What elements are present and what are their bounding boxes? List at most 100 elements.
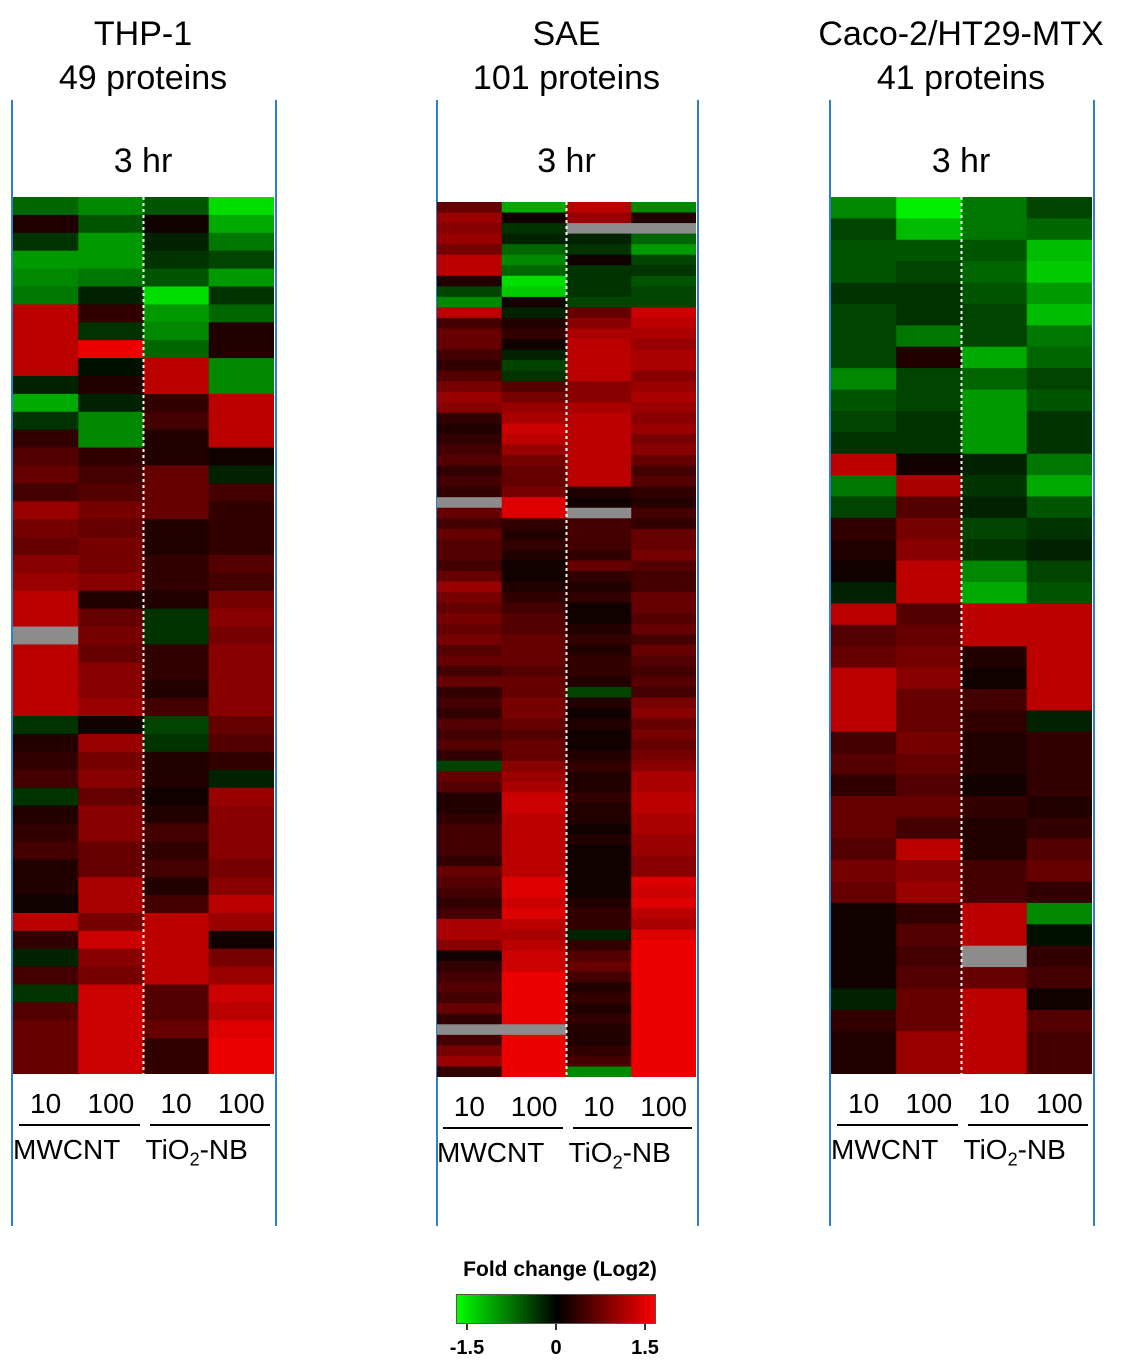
- heatmap-cell: [208, 823, 274, 842]
- heatmap-cell: [896, 838, 963, 861]
- heatmap-cell: [1026, 603, 1092, 626]
- heatmap-cell: [501, 1034, 568, 1046]
- heatmap-cell: [631, 1045, 696, 1057]
- heatmap-cell: [566, 665, 632, 677]
- heatmap-cell: [631, 254, 696, 266]
- dose-label: 10: [978, 1088, 1010, 1119]
- heatmap-cell: [501, 802, 568, 815]
- heatmap-cell: [501, 950, 568, 962]
- heatmap-cell: [631, 412, 696, 424]
- heatmap-cell: [437, 1055, 503, 1068]
- heatmap-cell: [13, 519, 79, 538]
- heatmap-cell: [961, 710, 1028, 733]
- heatmap-cell: [631, 718, 696, 730]
- heatmap-cell: [961, 539, 1028, 562]
- heatmap-cell: [831, 945, 897, 968]
- heatmap-cell: [501, 349, 568, 361]
- heatmap-cell: [208, 859, 274, 878]
- heatmap-cell: [143, 250, 210, 270]
- heatmap-cell: [501, 476, 568, 488]
- heatmap-cell: [501, 455, 568, 467]
- heatmap-cell: [143, 447, 210, 467]
- heatmap-cell: [896, 496, 963, 519]
- heatmap-cell: [631, 360, 696, 372]
- heatmap-cell: [566, 939, 632, 952]
- heatmap-cell: [631, 950, 696, 962]
- heatmap-cell: [961, 432, 1028, 455]
- dose-label: 100: [905, 1088, 953, 1119]
- heatmap-cell: [437, 507, 503, 519]
- heatmap-cell: [501, 992, 568, 1004]
- heatmap-cell: [631, 476, 696, 488]
- heatmap-cell: [831, 218, 897, 241]
- heatmap-cell: [13, 411, 79, 431]
- heatmap-cell: [566, 897, 632, 909]
- heatmap-cell: [566, 381, 632, 393]
- heatmap-cell: [631, 644, 696, 656]
- heatmap-cell: [78, 590, 145, 610]
- heatmap-cell: [1026, 667, 1092, 690]
- heatmap-cell: [831, 1031, 897, 1054]
- heatmap-cell: [143, 930, 210, 950]
- heatmap-cell: [831, 688, 897, 711]
- group-underline: [837, 1124, 958, 1126]
- heatmap-cell: [566, 781, 632, 793]
- heatmap-cell: [961, 1052, 1028, 1074]
- heatmap-cell: [13, 322, 79, 341]
- heatmap-cell: [143, 841, 210, 860]
- heatmap-cell: [208, 1020, 274, 1039]
- heatmap-cell: [208, 554, 274, 574]
- panel-left-border: [11, 100, 13, 1226]
- heatmap-cell: [501, 412, 568, 424]
- heatmap-cell: [631, 296, 696, 309]
- heatmap-cell: [143, 984, 210, 1004]
- heatmap-cell: [1026, 368, 1092, 391]
- heatmap-cell: [143, 966, 210, 986]
- dose-label: 10: [160, 1088, 192, 1119]
- heatmap-cell: [13, 250, 79, 270]
- heatmap-cell: [501, 507, 568, 519]
- heatmap-cell: [896, 239, 963, 262]
- heatmap-cell: [78, 859, 145, 878]
- heatmap-cell: [566, 887, 632, 899]
- group-underline: [149, 1124, 270, 1126]
- heatmap-cell: [961, 795, 1028, 818]
- heatmap-cell: [831, 539, 897, 562]
- heatmap-cell: [208, 519, 274, 538]
- heatmap-cell: [1026, 582, 1092, 605]
- heatmap-cell: [1026, 432, 1092, 455]
- heatmap-cell: [566, 792, 632, 804]
- heatmap-cell: [631, 244, 696, 256]
- heatmap-cell: [831, 197, 897, 219]
- heatmap-cell: [437, 644, 503, 656]
- heatmap-cell: [501, 961, 568, 973]
- heatmap-cell: [78, 322, 145, 341]
- heatmap-cell: [1026, 967, 1092, 990]
- colorbar: [456, 1294, 656, 1324]
- heatmap-cell: [631, 897, 696, 909]
- heatmap-cell: [501, 360, 568, 372]
- heatmap-cell: [631, 813, 696, 825]
- heatmap-cell: [501, 381, 568, 393]
- heatmap-cell: [437, 455, 503, 467]
- heatmap-cell: [13, 447, 79, 467]
- heatmap-cell: [501, 866, 568, 878]
- heatmap-cell: [437, 370, 503, 382]
- heatmap-cell: [961, 667, 1028, 690]
- panel-right-border: [697, 100, 699, 1226]
- heatmap-cell: [896, 346, 963, 369]
- heatmap-cell: [1026, 731, 1092, 754]
- heatmap-cell: [961, 646, 1028, 669]
- heatmap-cell: [566, 412, 632, 424]
- heatmap-cell: [961, 197, 1028, 219]
- heatmap-cell: [896, 774, 963, 797]
- heatmap-cell: [501, 328, 568, 340]
- heatmap-cell: [13, 465, 79, 484]
- heatmap-cell: [13, 197, 79, 216]
- heatmap-cell: [631, 961, 696, 973]
- heatmap-cell: [13, 1056, 79, 1074]
- heatmap-cell: [831, 517, 897, 540]
- heatmap-cell: [437, 939, 503, 952]
- colorbar-tick-mid: [555, 1324, 557, 1330]
- heatmap-cell: [13, 358, 79, 377]
